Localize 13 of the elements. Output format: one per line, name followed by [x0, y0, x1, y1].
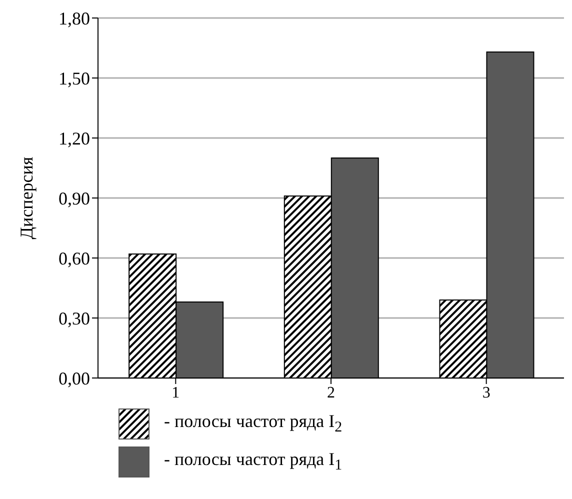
y-tick-label: 0,90: [58, 188, 90, 208]
y-tick-label: 1,80: [58, 8, 90, 28]
y-tick-label: 0,30: [58, 308, 90, 328]
x-tick-label: 1: [172, 384, 180, 402]
y-axis-title: Дисперсия: [16, 156, 36, 240]
y-tick-label: 1,50: [58, 68, 90, 88]
y-tick-label: 0,00: [58, 368, 90, 388]
legend-label: - полосы частот ряда I$_{1}$: [164, 449, 342, 475]
x-tick-label: 2: [327, 384, 335, 402]
y-tick-label: 0,60: [58, 248, 90, 268]
y-tick-label: 1,20: [58, 128, 90, 148]
legend-label: - полосы частот ряда I$_{2}$: [164, 411, 342, 437]
x-tick-label: 3: [482, 384, 490, 402]
